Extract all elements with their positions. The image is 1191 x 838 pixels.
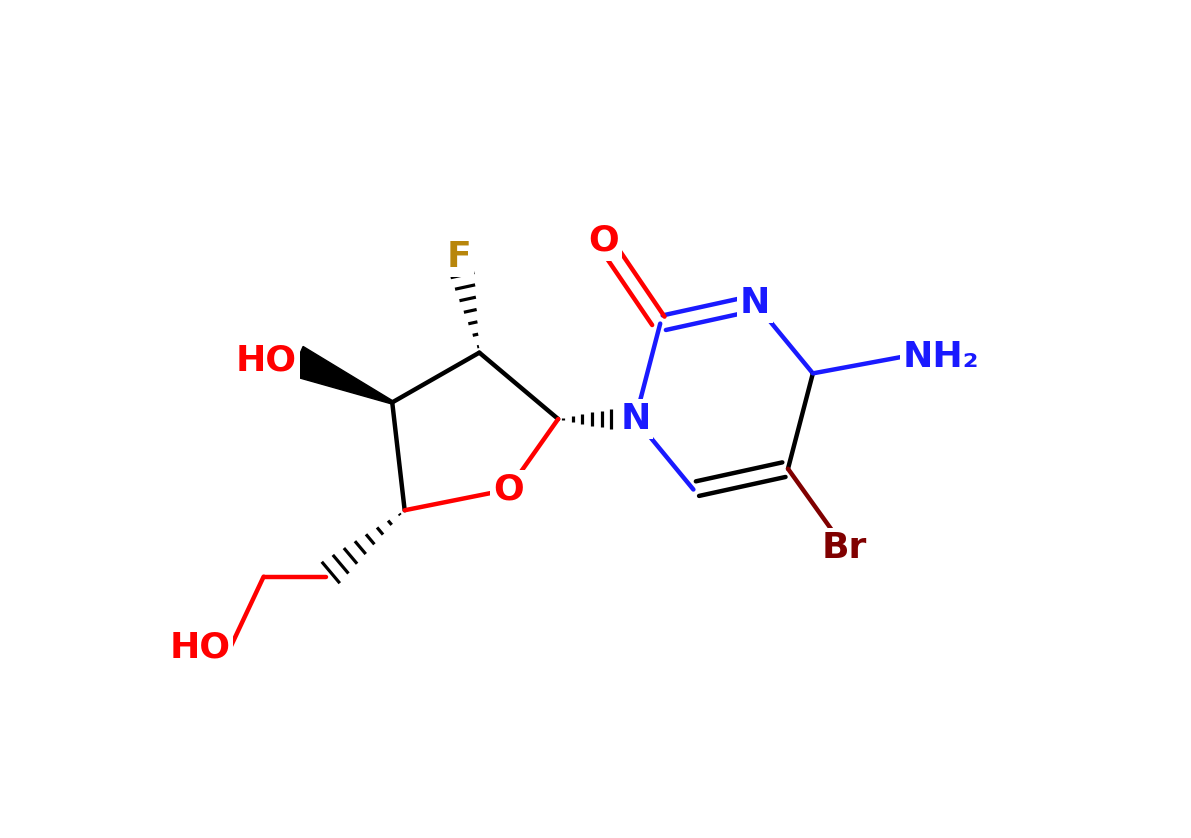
Text: N: N [621, 402, 650, 436]
Text: O: O [493, 473, 524, 506]
Text: O: O [588, 224, 619, 257]
Text: NH₂: NH₂ [903, 339, 979, 374]
Text: N: N [740, 286, 771, 320]
Text: HO: HO [236, 344, 297, 378]
Text: F: F [447, 241, 470, 274]
Polygon shape [291, 346, 393, 404]
Text: Br: Br [822, 530, 867, 565]
Text: HO: HO [169, 630, 230, 665]
